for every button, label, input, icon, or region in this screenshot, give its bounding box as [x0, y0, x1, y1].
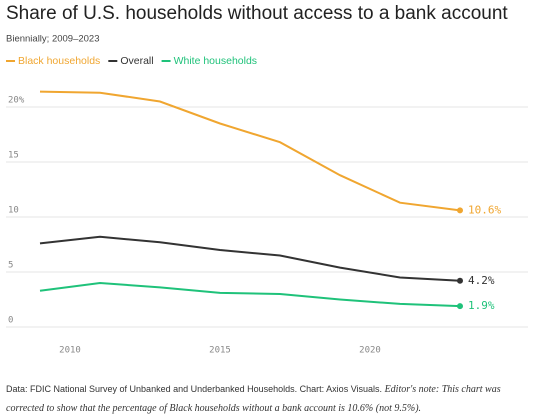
- legend: Black households Overall White households: [6, 55, 257, 67]
- x-tick-label: 2015: [209, 346, 231, 356]
- y-tick-label: 20%: [8, 96, 25, 106]
- series-line: [39, 281, 461, 308]
- y-tick-label: 15: [8, 151, 19, 161]
- value-label: 10.6%: [468, 203, 501, 216]
- series-line: [39, 90, 461, 212]
- y-tick-label: 0: [8, 316, 13, 326]
- x-tick-label: 2010: [59, 346, 81, 356]
- note: Editor's note: This chart was corrected …: [6, 384, 501, 414]
- y-tick-label: 5: [8, 261, 13, 271]
- footer: Data: FDIC National Survey of Unbanked a…: [6, 380, 528, 418]
- x-tick-label: 2020: [359, 346, 381, 356]
- end-dot: [457, 207, 463, 214]
- end-dot: [457, 277, 463, 284]
- source: Data: FDIC National Survey of Unbanked a…: [6, 384, 383, 394]
- legend-label: Overall: [120, 55, 153, 67]
- legend-label: Black households: [18, 55, 100, 67]
- chart-title: Share of U.S. households without access …: [6, 3, 508, 24]
- y-tick-label: 10: [8, 206, 19, 216]
- chart: Share of U.S. households without access …: [6, 3, 528, 356]
- series-line: [39, 235, 461, 282]
- value-label: 4.2%: [468, 274, 495, 287]
- legend-label: White households: [174, 55, 257, 67]
- chart-subtitle: Biennially; 2009–2023: [6, 34, 100, 45]
- value-label: 1.9%: [468, 299, 495, 312]
- end-dot: [457, 303, 463, 310]
